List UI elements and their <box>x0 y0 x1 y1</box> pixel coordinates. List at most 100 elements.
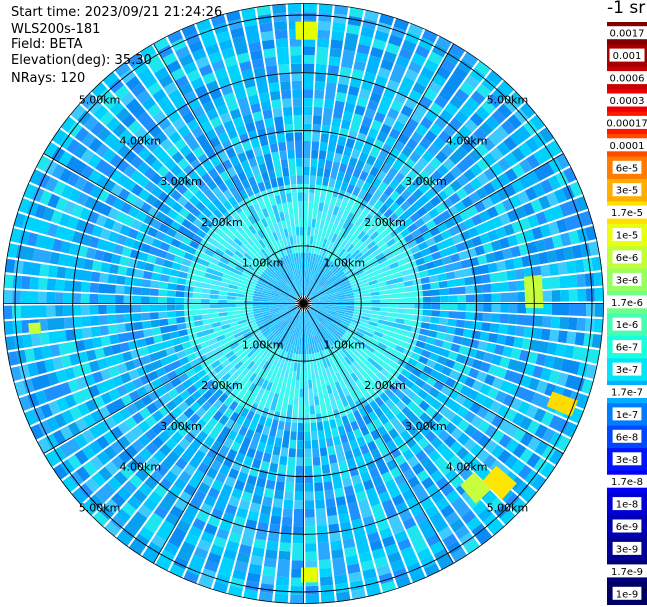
range-ring-label: 2.00km <box>201 216 243 229</box>
range-ring-label: 1.00km <box>242 338 284 351</box>
colorbar-tick-label: 6e-8 <box>616 432 639 443</box>
range-ring-label: 1.00km <box>324 257 366 270</box>
colorbar-tick-label: 6e-5 <box>616 163 639 174</box>
ppi-cell-group <box>546 391 578 417</box>
azimuth-spoke <box>153 303 304 564</box>
colorbar-tick-label: 3e-7 <box>616 365 639 376</box>
azimuth-spoke <box>303 303 564 454</box>
range-ring-label: 4.00km <box>446 461 488 474</box>
colorbar-tick-label: 1.7e-6 <box>611 298 643 309</box>
colorbar-tick-label: 6e-7 <box>616 343 639 354</box>
colorbar-label-bg <box>612 272 642 286</box>
range-ring-label: 2.00km <box>364 379 406 392</box>
ppi-cell-group <box>3 12 593 595</box>
ppi-cell-group <box>252 252 355 355</box>
colorbar-label-bg <box>607 295 647 309</box>
colorbar-tick-label: 3e-8 <box>616 455 639 466</box>
colorbar-tick-label: 6e-9 <box>616 522 639 533</box>
range-ring-label: 3.00km <box>160 175 202 188</box>
range-ring-label: 2.00km <box>364 216 406 229</box>
colorbar-unit-label: -1 sr <box>607 0 646 18</box>
colorbar-label-bg <box>609 48 645 62</box>
colorbar-tick-label: 3e-5 <box>616 186 639 197</box>
field-label: Field: BETA <box>11 37 83 52</box>
ppi-cell-group <box>3 5 600 593</box>
instrument-label: WLS200s-181 <box>11 22 101 37</box>
colorbar-label-bg <box>612 541 642 555</box>
colorbar-label-bg <box>607 71 647 85</box>
azimuth-spoke <box>303 303 454 564</box>
ppi-cell-group <box>482 465 517 500</box>
colorbar-label-bg <box>607 474 647 488</box>
ppi-cell-group <box>4 20 589 604</box>
colorbar-tick-label: 0.001 <box>613 51 642 62</box>
colorbar-label-bg <box>607 26 647 40</box>
center-marker-line <box>303 301 312 304</box>
colorbar-label-bg <box>612 586 642 600</box>
colorbar-label-bg <box>612 429 642 443</box>
colorbar-tick-label: 0.00017 <box>607 118 647 129</box>
range-ring-label: 1.00km <box>242 257 284 270</box>
azimuth-spoke <box>43 153 304 304</box>
colorbar-label-bg <box>612 317 642 331</box>
colorbar-tick-label: 1e-6 <box>616 320 639 331</box>
range-ring-label: 3.00km <box>405 420 447 433</box>
colorbar-tick-label: 6e-6 <box>616 253 639 264</box>
range-ring-label: 5.00km <box>487 501 529 514</box>
colorbar-tick-label: 1.7e-5 <box>611 208 643 219</box>
range-ring-label: 3.00km <box>160 420 202 433</box>
ppi-cell-group <box>252 252 355 355</box>
azimuth-spoke <box>303 153 564 304</box>
elevation-label: Elevation(deg): 35.30 <box>11 53 152 68</box>
colorbar-tick-label: 3e-6 <box>616 275 639 286</box>
ppi-scan-plot: 1.00km 1.00km 1.00km 1.00km 2.00km 2.00km 2.00… <box>3 3 604 604</box>
ppi-cell-group <box>7 3 604 600</box>
ppi-cell-group <box>183 183 424 423</box>
range-ring-label: 3.00km <box>405 175 447 188</box>
colorbar-tick-label: 1e-7 <box>616 410 639 421</box>
colorbar-tick-label: 1.7e-9 <box>611 567 643 578</box>
colorbar-label-bg <box>607 385 647 398</box>
colorbar-label-bg <box>612 362 642 376</box>
azimuth-spoke <box>43 303 304 454</box>
colorbar-label-bg <box>607 205 647 219</box>
range-ring-label: 2.00km <box>201 379 243 392</box>
colorbar-tick-label: 1e-8 <box>616 500 639 511</box>
range-ring-label: 1.00km <box>324 338 366 351</box>
colorbar: 0.0017 0.001 0.0006 0.0003 0.00017 0.0001 6e-5… <box>607 22 647 605</box>
colorbar-tick-label: 3e-9 <box>616 544 639 555</box>
azimuth-spoke <box>303 43 454 304</box>
colorbar-label-bg <box>612 407 642 421</box>
colorbar-label-bg <box>607 138 647 152</box>
azimuth-spoke <box>153 43 304 304</box>
colorbar-label-bg <box>612 497 642 511</box>
colorbar-tick-label: 0.0003 <box>610 96 645 107</box>
colorbar-label-bg <box>607 93 647 107</box>
colorbar-tick-label: 1e-5 <box>616 231 639 242</box>
range-ring-labels: 1.00km 1.00km 1.00km 1.00km 2.00km 2.00km 2.00… <box>79 94 528 515</box>
range-ring-label: 5.00km <box>79 501 121 514</box>
colorbar-label-bg <box>607 115 647 129</box>
range-ring-label: 4.00km <box>120 134 162 147</box>
colorbar-label-bg <box>612 183 642 197</box>
ppi-grid <box>3 3 604 604</box>
range-ring-label: 4.00km <box>120 461 162 474</box>
range-ring-label: 5.00km <box>487 94 529 107</box>
colorbar-label-bg <box>612 250 642 264</box>
colorbar-label-bg <box>612 452 642 466</box>
colorbar-label-bg <box>612 519 642 533</box>
colorbar-tick-label: 0.0001 <box>610 141 645 152</box>
colorbar-label-bg <box>612 340 642 354</box>
colorbar-tick-label: 1.7e-8 <box>611 477 643 488</box>
range-ring-label: 4.00km <box>446 134 488 147</box>
range-ring-label: 5.00km <box>79 94 121 107</box>
ppi-cell-group <box>5 10 597 583</box>
colorbar-label-bg <box>612 160 642 174</box>
nrays-label: NRays: 120 <box>11 71 86 86</box>
ppi-cell-group <box>5 4 604 602</box>
colorbar-tick-label: 1e-9 <box>616 589 639 600</box>
colorbar-label-bg <box>607 564 647 578</box>
colorbar-label-bg <box>612 228 642 241</box>
start-time-label: Start time: 2023/09/21 21:24:26 <box>11 5 223 20</box>
colorbar-tick-label: 0.0017 <box>610 29 645 40</box>
